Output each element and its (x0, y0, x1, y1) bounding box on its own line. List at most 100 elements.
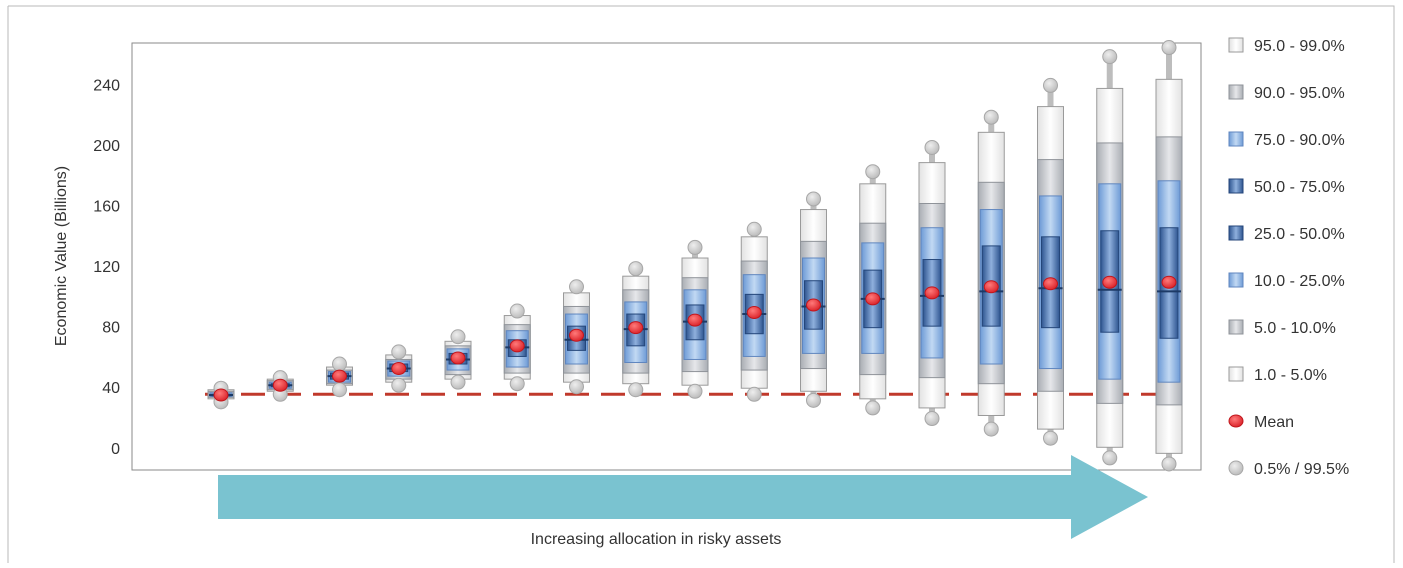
mean-point (213, 388, 229, 402)
extreme-high-point (924, 139, 940, 155)
box-4 (385, 344, 413, 393)
y-tick-label: 40 (102, 380, 120, 397)
box-17 (1155, 40, 1183, 472)
box-8 (622, 261, 650, 398)
legend-swatch (1228, 272, 1244, 288)
box-10 (740, 221, 768, 402)
extreme-low-point (865, 400, 881, 416)
y-tick-label: 160 (93, 199, 120, 216)
legend-item-9: Mean (1228, 414, 1294, 431)
y-tick-label: 80 (102, 320, 120, 337)
mean-point (332, 369, 347, 383)
mean-point (924, 286, 940, 300)
legend-label: Mean (1254, 414, 1294, 431)
mean-point (865, 292, 881, 306)
extreme-high-point (983, 109, 999, 125)
legend-item-4: 50.0 - 75.0% (1228, 178, 1345, 196)
legend-label: 75.0 - 90.0% (1254, 132, 1345, 149)
box-16 (1096, 49, 1124, 466)
legend-item-5: 25.0 - 50.0% (1228, 225, 1345, 243)
mean-point (450, 351, 466, 365)
legend-label: 25.0 - 50.0% (1254, 226, 1345, 243)
extreme-low-point (746, 386, 762, 402)
legend: 95.0 - 99.0% 90.0 - 95.0% 75.0 - 90.0% 50.0… (1228, 37, 1349, 478)
box-7 (563, 279, 590, 395)
legend-label: 1.0 - 5.0% (1254, 367, 1327, 384)
legend-swatch (1228, 84, 1244, 100)
mean-point (983, 280, 999, 294)
extreme-high-point (391, 344, 407, 360)
box-15 (1037, 77, 1064, 446)
box-series (207, 40, 1183, 472)
extreme-low-point (1161, 456, 1177, 472)
extreme-high-point (332, 356, 347, 372)
extreme-low-point (1043, 430, 1058, 446)
box-13 (918, 139, 946, 427)
mean-point (806, 298, 821, 312)
extreme-low-point (569, 379, 584, 395)
panel-border (8, 5, 1395, 563)
y-tick-label: 240 (93, 77, 120, 94)
extreme-low-point (924, 411, 940, 427)
y-tick-label: 0 (111, 441, 120, 458)
box-6 (503, 303, 531, 392)
box-5 (444, 329, 472, 390)
box-2 (266, 370, 294, 402)
extreme-high-point (1043, 77, 1058, 93)
box-3 (326, 356, 353, 398)
legend-swatch (1228, 37, 1244, 53)
legend-item-6: 10.0 - 25.0% (1228, 272, 1345, 290)
y-axis: 0 40 80 120 160 200 240 (93, 77, 120, 457)
legend-item-10: 0.5% / 99.5% (1228, 460, 1349, 478)
legend-label: 50.0 - 75.0% (1254, 179, 1345, 196)
extreme-high-point (569, 279, 584, 295)
extreme-high-point (746, 221, 762, 237)
extreme-high-point (628, 261, 644, 277)
mean-point (1102, 275, 1118, 289)
mean-point (1161, 275, 1177, 289)
mean-point (569, 328, 584, 342)
box-14 (977, 109, 1005, 437)
extreme-low-point (806, 392, 821, 408)
mean-point (391, 362, 407, 376)
legend-item-8: 1.0 - 5.0% (1228, 366, 1327, 384)
legend-item-7: 5.0 - 10.0% (1228, 319, 1336, 337)
extreme-high-point (1102, 49, 1118, 65)
mean-point (272, 378, 288, 392)
extreme-low-point (687, 383, 703, 399)
legend-label: 5.0 - 10.0% (1254, 320, 1336, 337)
extreme-high-point (806, 191, 821, 207)
extreme-low-point (391, 377, 407, 393)
box-12 (859, 164, 887, 416)
legend-swatch (1228, 319, 1244, 335)
box-11 (800, 191, 827, 408)
box-1 (207, 380, 235, 410)
legend-label: 0.5% / 99.5% (1254, 461, 1349, 478)
extreme-low-point (1102, 450, 1118, 466)
extreme-low-point (509, 376, 525, 392)
mean-point (746, 306, 762, 320)
legend-swatch (1228, 131, 1244, 147)
mean-point (1043, 277, 1058, 291)
legend-swatch (1228, 366, 1244, 382)
mean-point (687, 313, 703, 327)
extreme-high-point (687, 239, 703, 255)
x-axis-label: Increasing allocation in risky assets (531, 531, 782, 548)
legend-label: 95.0 - 99.0% (1254, 38, 1345, 55)
extreme-low-point (332, 382, 347, 398)
legend-label: 90.0 - 95.0% (1254, 85, 1345, 102)
extreme-low-point (450, 374, 466, 390)
extreme-low-point (628, 382, 644, 398)
y-tick-label: 200 (93, 138, 120, 155)
extreme-low-point (983, 421, 999, 437)
mean-point (509, 339, 525, 353)
extreme-high-point (1161, 40, 1177, 56)
extreme-high-point (509, 303, 525, 319)
legend-swatch (1228, 225, 1244, 241)
plot-area (131, 42, 1202, 471)
allocation-arrow (218, 455, 1148, 539)
legend-item-3: 75.0 - 90.0% (1228, 131, 1345, 149)
legend-item-2: 90.0 - 95.0% (1228, 84, 1345, 102)
